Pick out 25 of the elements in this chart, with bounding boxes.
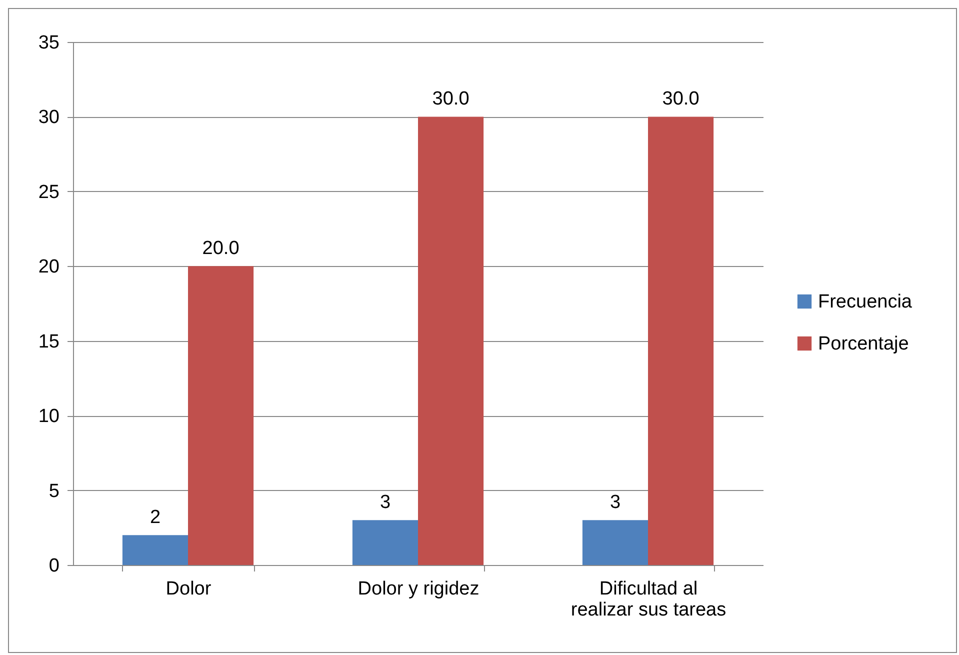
bar [418, 116, 484, 565]
bar [352, 520, 418, 565]
legend-label: Porcentaje [818, 334, 909, 354]
bar [648, 116, 714, 565]
y-tick-label: 5 [48, 480, 60, 502]
data-label: 2 [150, 507, 161, 528]
x-tick-label: Dificultad al realizar sus tareas [570, 578, 726, 620]
data-label: 30.0 [432, 88, 470, 110]
y-tick-label: 35 [38, 32, 60, 54]
x-tick-label: Dolor [166, 578, 212, 600]
data-label: 3 [380, 492, 391, 514]
y-tick-label: 25 [38, 182, 60, 203]
y-tick-label: 30 [38, 107, 60, 128]
data-label: 3 [610, 492, 621, 514]
legend-label: Frecuencia [818, 292, 912, 312]
y-tick-label: 0 [48, 556, 60, 576]
y-tick-label: 10 [38, 406, 60, 428]
x-tick-label: Dolor y rigidez [358, 578, 480, 600]
bar [188, 266, 254, 565]
data-label: 20.0 [202, 238, 240, 260]
y-tick-label: 20 [38, 256, 60, 278]
bar [582, 520, 648, 565]
data-label: 30.0 [662, 88, 700, 110]
bar [122, 535, 188, 565]
y-tick-label: 15 [38, 331, 60, 352]
